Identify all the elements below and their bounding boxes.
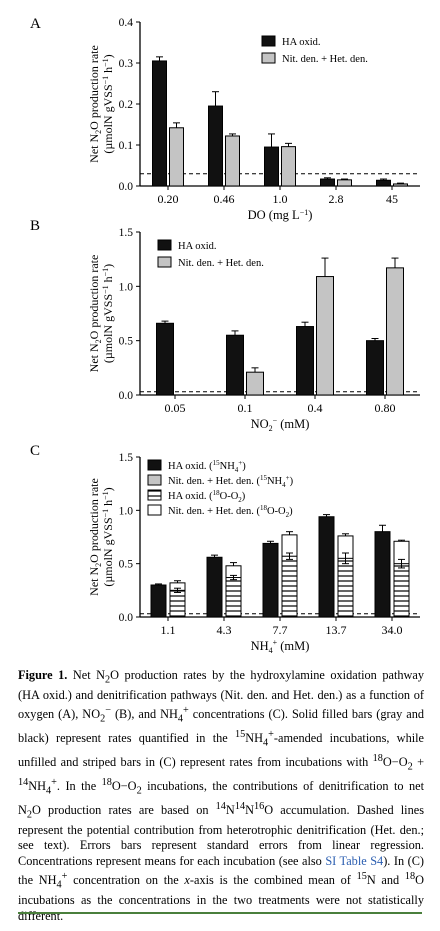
x-tick-label: 34.0	[382, 623, 403, 637]
y-tick-label: 0.4	[119, 17, 134, 29]
bar	[366, 340, 384, 396]
x-tick-label: 0.20	[158, 192, 179, 206]
bar	[281, 146, 296, 187]
bar-striped	[169, 589, 186, 618]
legend-swatch	[157, 256, 172, 268]
legend-label: HA oxid. (15NH4+)	[168, 459, 246, 474]
y-tick-label: 0.5	[119, 336, 134, 348]
legend-swatch	[261, 35, 276, 47]
y-tick-label: 0.5	[119, 559, 134, 571]
bar	[337, 179, 352, 187]
bar	[264, 146, 279, 187]
bar	[226, 334, 244, 396]
legend: HA oxid. Nit. den. + Het. den.	[261, 35, 368, 65]
y-tick-label: 1.0	[119, 281, 134, 293]
legend-swatch	[147, 489, 162, 501]
panel-label: B	[30, 218, 40, 234]
bar	[262, 542, 279, 618]
bar	[156, 322, 174, 396]
y-tick-label: 0.0	[119, 612, 134, 624]
legend-swatch	[157, 239, 172, 251]
bar	[376, 179, 391, 187]
y-tick-label: 0.2	[119, 99, 134, 111]
legend-swatch	[261, 52, 276, 64]
x-tick-label: 2.8	[329, 192, 344, 206]
legend-label: HA oxid.	[178, 241, 217, 252]
x-tick-label: 4.3	[217, 623, 232, 637]
y-tick-label: 0.0	[119, 181, 134, 193]
bar-striped	[337, 557, 354, 618]
legend-label: HA oxid. (18O-O2)	[168, 489, 246, 504]
bar	[318, 516, 335, 618]
bar-striped	[393, 563, 410, 618]
y-tick-label: 1.5	[119, 227, 134, 239]
figure-caption: Figure 1. Net N2O production rates by th…	[18, 668, 424, 924]
panel-label: C	[30, 443, 40, 459]
bar	[320, 178, 335, 187]
legend-swatch	[147, 459, 162, 471]
legend: HA oxid. Nit. den. + Het. den.	[157, 239, 264, 269]
bar	[150, 584, 167, 618]
bar	[296, 326, 314, 396]
bar	[152, 60, 167, 187]
x-tick-label: 0.46	[214, 192, 235, 206]
legend-swatch	[147, 474, 162, 486]
y-tick-label: 0.3	[119, 58, 134, 70]
x-tick-label: 0.80	[375, 401, 396, 415]
bar	[206, 556, 223, 618]
y-tick-label: 0.1	[119, 140, 134, 152]
legend-label: Nit. den. + Het. den. (15NH4+)	[168, 474, 294, 489]
caption-label: Figure 1.	[18, 668, 68, 682]
x-tick-label: 0.4	[308, 401, 323, 415]
legend-label: Nit. den. + Het. den. (18O-O2)	[168, 504, 293, 519]
x-axis-label: NO2− (mM)	[251, 416, 310, 433]
bar	[225, 135, 240, 187]
footer-rule	[18, 912, 422, 914]
x-axis-label: NH4+ (mM)	[251, 638, 310, 655]
panel-label: A	[30, 16, 41, 32]
bar	[208, 105, 223, 187]
legend: HA oxid. (15NH4+)Nit. den. + Het. den. (…	[147, 459, 294, 519]
y-axis-label-units: (µmolN gVSS−1 h−1)	[101, 54, 115, 153]
x-tick-label: 13.7	[326, 623, 347, 637]
bar	[393, 183, 408, 187]
x-tick-label: 0.1	[238, 401, 253, 415]
bar	[386, 267, 404, 396]
bar	[246, 371, 264, 396]
x-axis-label: DO (mg L−1)	[248, 208, 313, 222]
caption-text: Net N2O production rates by the hydroxyl…	[18, 668, 425, 923]
bar-striped	[281, 555, 298, 618]
x-tick-label: 1.1	[161, 623, 176, 637]
bar	[169, 127, 184, 187]
x-tick-label: 45	[386, 192, 398, 206]
bar-striped	[225, 577, 242, 618]
x-tick-label: 0.05	[165, 401, 186, 415]
legend-label: Nit. den. + Het. den.	[178, 258, 264, 269]
legend-swatch	[147, 504, 162, 516]
bar	[316, 276, 334, 396]
y-tick-label: 1.5	[119, 452, 134, 464]
y-tick-label: 0.0	[119, 390, 134, 402]
y-axis-label-units: (µmolN gVSS−1 h−1)	[101, 487, 115, 586]
bar	[374, 531, 391, 618]
x-tick-label: 7.7	[273, 623, 288, 637]
legend-label: HA oxid.	[282, 37, 321, 48]
y-tick-label: 1.0	[119, 505, 134, 517]
y-axis-label-units: (µmolN gVSS−1 h−1)	[101, 264, 115, 363]
legend-label: Nit. den. + Het. den.	[282, 54, 368, 65]
x-tick-label: 1.0	[273, 192, 288, 206]
